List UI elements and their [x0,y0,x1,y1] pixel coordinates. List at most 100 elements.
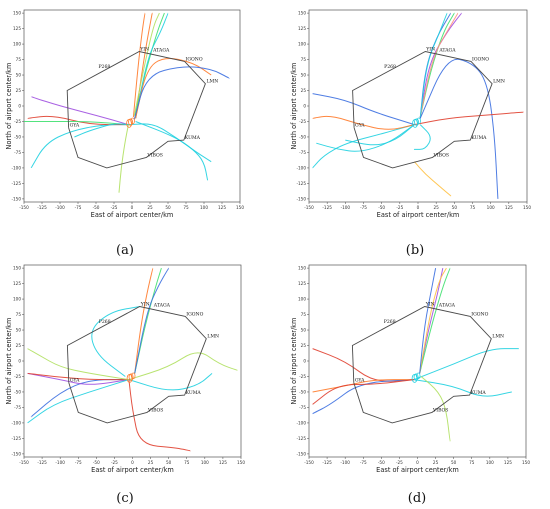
trajectory [128,372,213,391]
waypoint-label: YIN [425,301,435,307]
x-tick-label: -25 [396,460,403,465]
x-tick-label: 25 [148,460,154,465]
x-tick-label: -50 [378,460,385,465]
y-tick-label: -50 [299,389,306,394]
y-tick-label: 100 [298,42,306,47]
y-tick-label: 0 [303,359,306,364]
y-tick-label: 75 [301,312,307,317]
plot-frame [23,264,242,458]
y-tick-label: -125 [296,181,306,186]
x-tick-label: 75 [184,460,190,465]
y-tick-label: -50 [14,134,21,139]
y-tick-label: 25 [16,88,22,93]
trajectories [312,267,519,442]
y-tick-label: 50 [301,328,307,333]
holding-loop [130,117,135,125]
trajectory [420,376,451,442]
waypoint-label: YIN [139,46,149,52]
waypoint-label: KUMA [471,135,487,141]
trajectory [128,123,212,163]
x-tick-label: 150 [236,205,244,210]
trajectory [312,124,415,169]
waypoint-label: ATAGA [153,303,171,309]
waypoint-label: VIBOS [146,152,163,158]
holding-loop [128,118,133,126]
waypoint-label: IGONO [471,311,488,317]
trajectory [312,115,415,130]
waypoint-label: GYA [70,378,80,384]
y-tick-label: 25 [16,343,22,348]
trajectory [128,379,191,452]
y-axis-label: North of airport center/km [5,63,13,150]
y-tick-label: -150 [296,196,306,201]
approach-loops [412,117,421,128]
y-tick-label: 50 [16,73,22,78]
x-axis-label: East of airport center/km [91,211,174,219]
waypoint-label: VIBOS [433,152,450,158]
trajectory [134,267,170,374]
x-tick-label: 100 [487,205,495,210]
waypoint-label: YIN [140,301,150,307]
panel-2: -150 -125 -100 -75 -50 -25 0 25 50 75 100 125 150 -15… [290,9,531,219]
trajectory [312,379,414,405]
approach-loops [411,372,421,383]
y-tick-label: -75 [14,150,21,155]
x-tick-label: 50 [165,205,171,210]
waypoint-label: P268 [99,319,111,325]
y-tick-label: -75 [299,150,306,155]
trajectory [413,124,431,150]
y-tick-label: -25 [14,119,21,124]
x-tick-label: -150 [19,460,29,465]
waypoint-label: LMN [493,79,505,85]
trajectory [27,348,129,381]
x-tick-label: -50 [93,205,100,210]
trajectory [135,121,209,181]
y-tick-label: -100 [11,420,21,425]
x-axis-label: East of airport center/km [377,211,460,219]
x-tick-label: 100 [201,460,209,465]
x-tick-label: -125 [322,205,332,210]
waypoint-label: KUMA [471,390,487,396]
x-tick-label: -75 [360,205,367,210]
trajectory [413,348,519,381]
x-axis-label: East of airport center/km [376,466,459,474]
y-tick-label: 0 [303,104,306,109]
waypoint-label: YIN [425,46,435,52]
approach-loops [126,372,136,383]
holding-loop [131,372,136,380]
y-tick-label: -125 [11,181,21,186]
x-tick-label: 0 [131,460,134,465]
terminal-boundary [66,51,206,169]
trajectory [413,379,513,397]
trajectory [27,115,129,126]
x-tick-label: -100 [55,205,65,210]
y-tick-label: 25 [301,88,307,93]
panel-caption: (b) [406,243,424,258]
holding-loop [413,373,419,381]
x-tick-label: 0 [131,205,134,210]
trajectory [91,306,141,377]
trajectory [419,58,499,199]
y-tick-label: 75 [16,57,22,62]
y-axis-label: North of airport center/km [5,318,13,405]
trajectory [316,124,415,152]
panel-caption: (c) [116,491,133,506]
x-tick-label: 25 [147,205,153,210]
waypoint-label: IGONO [186,56,203,62]
y-tick-label: 100 [13,297,21,302]
x-tick-label: 150 [237,460,245,465]
y-tick-label: -25 [299,119,306,124]
plot-frame [23,9,241,203]
waypoint-label: IGONO [186,311,203,317]
trajectory [132,12,146,118]
y-tick-label: 25 [301,343,307,348]
x-tick-label: 150 [522,460,530,465]
x-axis-label: East of airport center/km [91,466,174,474]
trajectory [414,161,452,197]
waypoint-label: KUMA [186,390,202,396]
terminal-boundary [66,306,207,424]
y-tick-label: 50 [16,328,22,333]
y-tick-label: -100 [296,420,306,425]
y-tick-label: -125 [11,436,21,441]
waypoint-label: P268 [98,64,110,70]
